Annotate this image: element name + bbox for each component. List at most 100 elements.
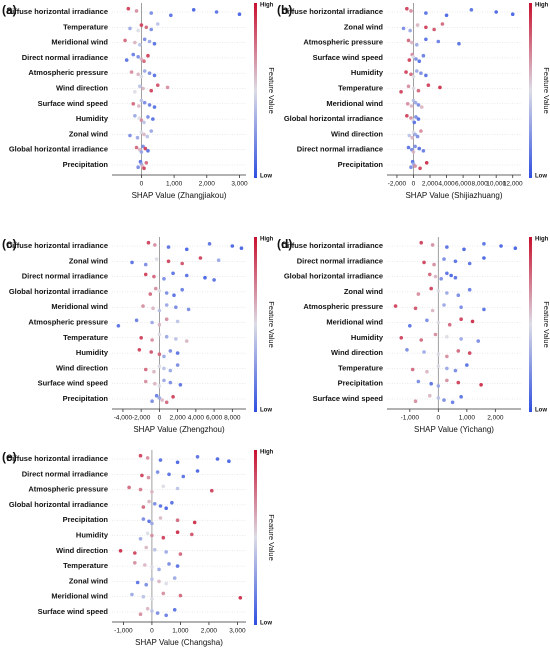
shap-point: [152, 369, 156, 374]
shap-point: [436, 39, 441, 44]
shap-point: [158, 504, 163, 508]
feature-label: Wind direction: [331, 348, 383, 357]
shap-point: [157, 364, 162, 369]
shap-point: [150, 565, 154, 569]
shap-point: [175, 363, 180, 367]
shap-point: [146, 475, 151, 480]
panel-label: (a): [2, 3, 17, 17]
x-tick-label: 1,000: [172, 628, 189, 635]
shap-point: [433, 332, 438, 337]
shap-point: [169, 13, 173, 18]
feature-label: Global horizontal irradiance: [9, 287, 108, 296]
shap-point: [413, 100, 418, 105]
feature-label: Zonal wind: [69, 256, 109, 265]
feature-label: Surface wind speed: [38, 607, 109, 616]
shap-point: [150, 597, 154, 601]
shap-point: [406, 145, 411, 150]
shap-point: [445, 245, 449, 249]
shap-point: [133, 114, 137, 118]
shap-point: [407, 58, 412, 62]
shap-point: [172, 576, 177, 580]
x-axis-label: SHAP Value (Changsha): [135, 638, 223, 647]
shap-point: [424, 25, 428, 30]
shap-point: [143, 272, 148, 277]
colorbar-high: High: [260, 450, 274, 456]
shap-point: [436, 396, 441, 400]
x-tick-label: 0: [437, 415, 441, 422]
shap-point: [453, 275, 458, 280]
x-tick-label: -2,000: [132, 415, 151, 422]
colorbar-high: High: [535, 3, 549, 9]
shap-point: [138, 487, 143, 492]
x-axis-label: SHAP Value (Zhangjiakou): [132, 191, 227, 200]
shap-point: [162, 277, 166, 281]
x-axis-label: SHAP Value (Shijiazhuang): [405, 191, 502, 200]
shap-point: [180, 287, 184, 292]
shap-point: [175, 564, 180, 568]
shap-point: [157, 322, 162, 327]
shap-point: [142, 166, 146, 171]
shap-point: [135, 580, 140, 585]
shap-point: [175, 460, 180, 465]
shap-point: [195, 469, 200, 473]
feature-label: Zonal wind: [344, 287, 384, 296]
shap-point: [414, 115, 418, 119]
shap-point: [436, 289, 441, 293]
shap-point: [459, 305, 463, 310]
shap-point: [137, 104, 141, 108]
shap-point: [427, 272, 432, 277]
shap-point: [411, 74, 416, 79]
shap-point: [142, 100, 147, 105]
shap-point: [147, 499, 151, 504]
shap-point: [407, 133, 412, 138]
shap-point: [408, 324, 412, 328]
shap-point: [170, 500, 174, 505]
feature-label: Direct normal irradiance: [297, 256, 383, 265]
feature-label: Diffuse horizontal irradiance: [282, 241, 383, 250]
x-tick-label: 10,000: [486, 181, 506, 188]
feature-label: Atmospheric pressure: [28, 317, 108, 326]
shap-point: [406, 38, 411, 43]
shap-point: [157, 567, 161, 572]
feature-label: Precipitation: [63, 515, 109, 524]
shap-point: [172, 608, 177, 612]
shap-point: [157, 308, 162, 313]
shap-point: [459, 395, 463, 399]
shap-point: [149, 350, 153, 354]
feature-label: Humidity: [351, 68, 384, 77]
shap-point: [178, 593, 183, 598]
x-tick-label: 0: [158, 415, 162, 422]
shap-point: [442, 257, 446, 261]
shap-point: [154, 257, 159, 261]
shap-point: [174, 337, 178, 341]
x-tick-label: 0: [412, 181, 416, 188]
shap-point: [164, 334, 169, 339]
shap-point: [401, 26, 406, 31]
shap-point: [214, 10, 219, 14]
shap-point: [414, 69, 419, 73]
shap-point: [143, 367, 148, 372]
shap-point: [145, 456, 150, 460]
shap-point: [426, 83, 431, 87]
shap-point: [453, 259, 458, 264]
shap-point: [180, 261, 184, 266]
shap-point: [230, 244, 235, 248]
shap-point: [175, 319, 180, 324]
shap-point: [147, 519, 151, 524]
shap-point: [164, 581, 168, 586]
shap-point: [424, 73, 428, 78]
feature-label: Meridional wind: [51, 302, 108, 311]
shap-point: [137, 348, 142, 352]
shap-point: [142, 563, 147, 567]
shap-point: [409, 72, 413, 77]
shap-point: [153, 286, 158, 291]
shap-point: [419, 129, 423, 133]
shap-point: [118, 549, 123, 553]
shap-point: [139, 130, 144, 134]
shap-point: [152, 274, 156, 279]
shap-point: [198, 256, 203, 260]
feature-label: Zonal wind: [69, 576, 109, 585]
shap-point: [459, 337, 463, 341]
x-tick-label: 12,000: [503, 181, 523, 188]
shap-point: [145, 134, 150, 139]
